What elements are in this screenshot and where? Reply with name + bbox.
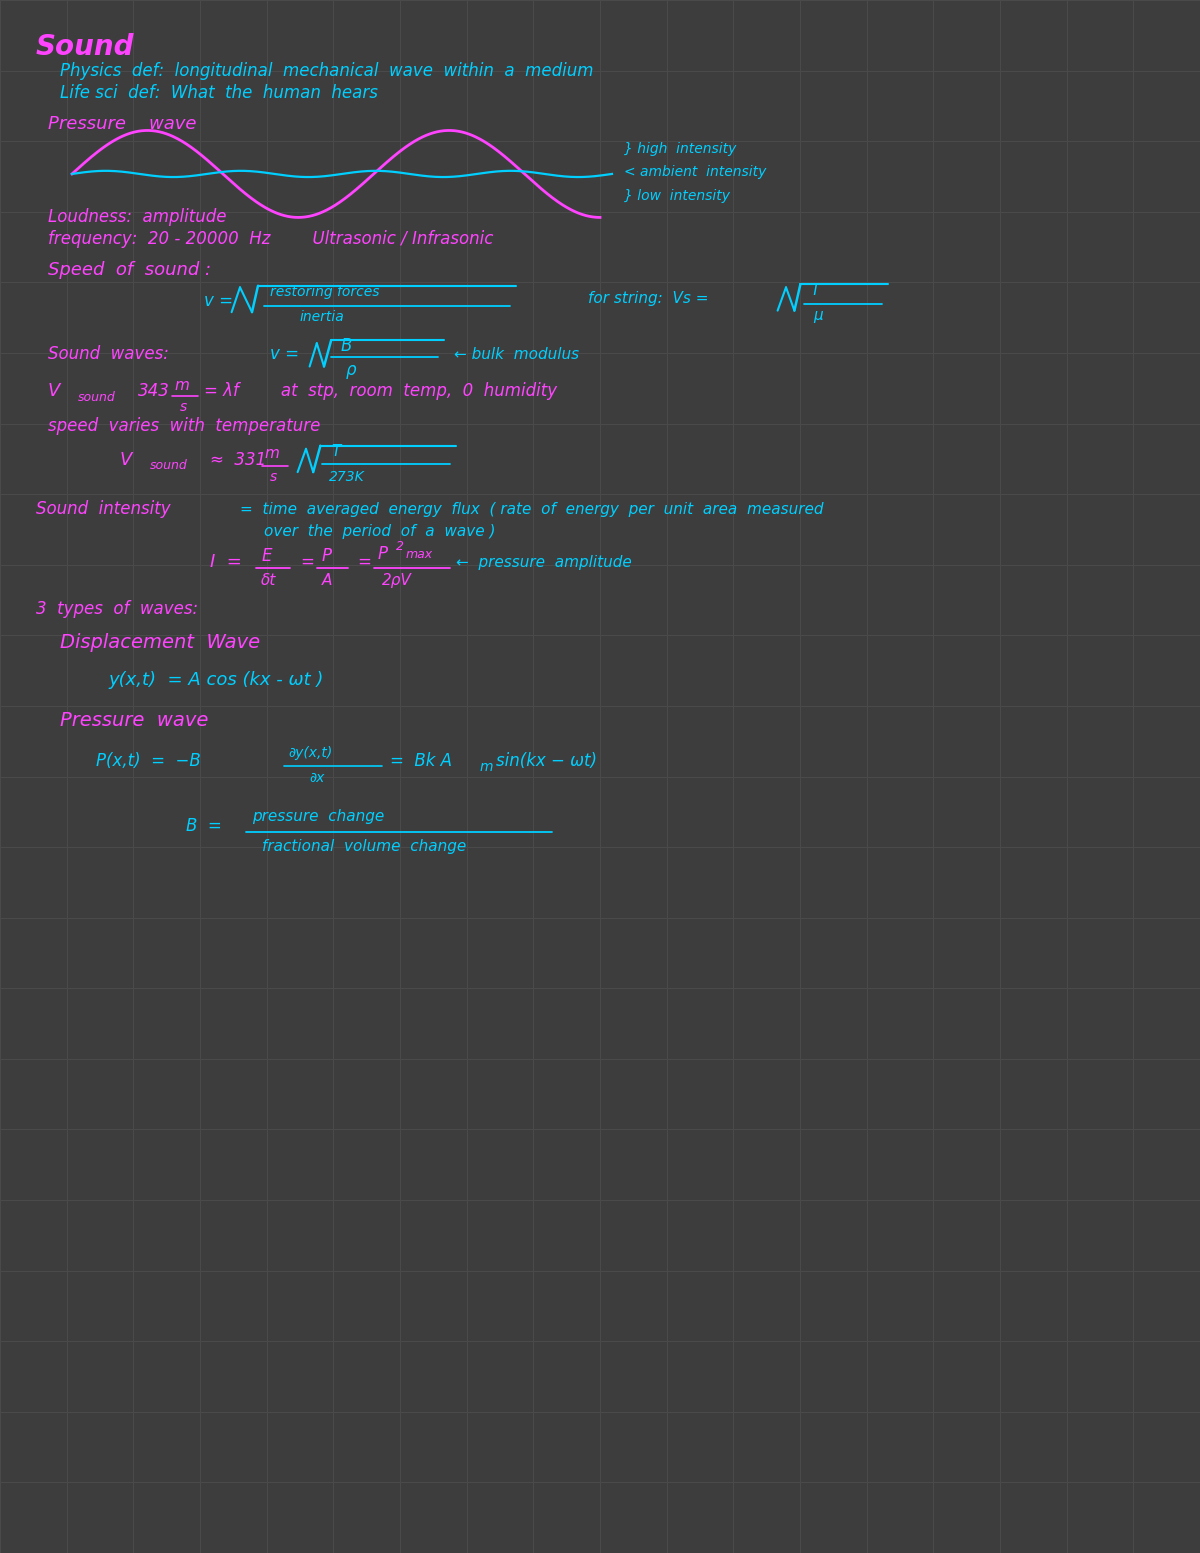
Text: m: m [480, 759, 493, 775]
Text: restoring forces: restoring forces [270, 284, 379, 300]
Text: v =: v = [204, 292, 233, 311]
Text: frequency:  20 - 20000  Hz        Ultrasonic / Infrasonic: frequency: 20 - 20000 Hz Ultrasonic / In… [48, 230, 493, 248]
Text: 2ρV: 2ρV [382, 573, 412, 589]
Text: P: P [322, 547, 331, 565]
Text: V: V [48, 382, 60, 401]
Text: ∂x: ∂x [310, 770, 325, 786]
Text: sound: sound [78, 391, 115, 404]
Text: ≈  331: ≈ 331 [210, 450, 266, 469]
Text: pressure  change: pressure change [252, 809, 384, 825]
Text: =  Bk A: = Bk A [390, 752, 452, 770]
Text: P(x,t)  =  −B: P(x,t) = −B [96, 752, 200, 770]
Text: } high  intensity: } high intensity [624, 141, 737, 157]
Text: s: s [180, 399, 187, 415]
Text: V: V [120, 450, 132, 469]
Text: Life sci  def:  What  the  human  hears: Life sci def: What the human hears [60, 84, 378, 102]
Text: Sound  intensity: Sound intensity [36, 500, 170, 519]
Text: μ: μ [814, 307, 823, 323]
Text: E: E [262, 547, 272, 565]
Text: B  =: B = [186, 817, 222, 836]
Text: B: B [341, 337, 352, 356]
Text: A: A [322, 573, 332, 589]
Text: Pressure    wave: Pressure wave [48, 115, 197, 134]
Text: =: = [358, 553, 372, 572]
Text: inertia: inertia [300, 309, 344, 325]
Text: speed  varies  with  temperature: speed varies with temperature [48, 416, 320, 435]
Text: fractional  volume  change: fractional volume change [262, 839, 466, 854]
Text: 3  types  of  waves:: 3 types of waves: [36, 599, 198, 618]
Text: max: max [406, 548, 433, 561]
Text: m: m [264, 446, 278, 461]
Text: Pressure  wave: Pressure wave [60, 711, 209, 730]
Text: I  =: I = [210, 553, 242, 572]
Text: Physics  def:  longitudinal  mechanical  wave  within  a  medium: Physics def: longitudinal mechanical wav… [60, 62, 594, 81]
Text: 343: 343 [138, 382, 170, 401]
Text: = λf        at  stp,  room  temp,  0  humidity: = λf at stp, room temp, 0 humidity [204, 382, 557, 401]
Text: =: = [300, 553, 314, 572]
Text: ←  pressure  amplitude: ← pressure amplitude [456, 554, 631, 570]
Text: ∂y(x,t): ∂y(x,t) [288, 745, 332, 761]
Text: Sound: Sound [36, 33, 134, 61]
Text: v =: v = [270, 345, 299, 363]
Text: sin(kx − ωt): sin(kx − ωt) [496, 752, 596, 770]
Text: s: s [270, 469, 277, 485]
Text: Displacement  Wave: Displacement Wave [60, 634, 260, 652]
Text: ρ: ρ [346, 360, 356, 379]
Text: for string:  Vs =: for string: Vs = [588, 290, 708, 306]
Text: T: T [331, 444, 341, 460]
Text: 2: 2 [396, 540, 404, 553]
Text: over  the  period  of  a  wave ): over the period of a wave ) [264, 523, 496, 539]
Text: } low  intensity: } low intensity [624, 188, 730, 203]
Text: Sound  waves:: Sound waves: [48, 345, 169, 363]
Text: T: T [810, 283, 820, 298]
Text: ← bulk  modulus: ← bulk modulus [454, 346, 578, 362]
Text: Loudness:  amplitude: Loudness: amplitude [48, 208, 227, 227]
Text: P: P [378, 545, 388, 564]
Text: δt: δt [260, 573, 276, 589]
Text: < ambient  intensity: < ambient intensity [624, 165, 767, 180]
Text: Speed  of  sound :: Speed of sound : [48, 261, 211, 280]
Text: =  time  averaged  energy  flux  ( rate  of  energy  per  unit  area  measured: = time averaged energy flux ( rate of en… [240, 502, 823, 517]
Text: 273K: 273K [329, 469, 365, 485]
Text: y(x,t)  = A cos (kx - ωt ): y(x,t) = A cos (kx - ωt ) [108, 671, 323, 690]
Text: m: m [174, 377, 188, 393]
Text: sound: sound [150, 460, 187, 472]
